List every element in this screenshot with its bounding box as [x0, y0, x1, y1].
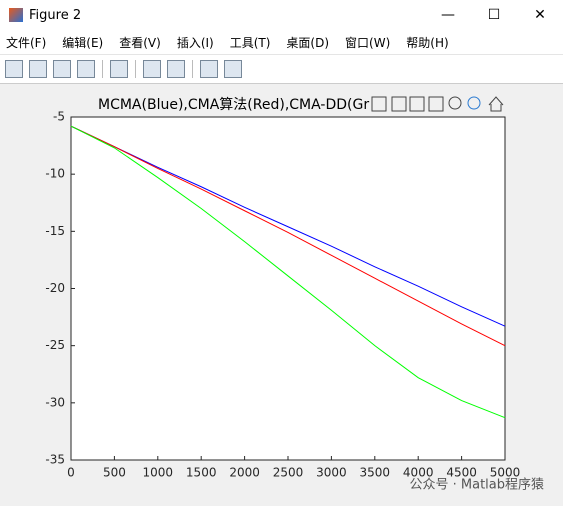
series-line	[70, 125, 506, 347]
datatip-icon[interactable]	[409, 96, 425, 112]
x-tick-label: 0	[67, 466, 75, 480]
save-button[interactable]	[53, 60, 71, 78]
series-line	[70, 125, 506, 327]
menu-item[interactable]: 文件(F)	[6, 35, 47, 50]
pan-icon[interactable]	[428, 96, 444, 112]
axes-toolbar	[371, 96, 504, 112]
link-button[interactable]	[110, 60, 128, 78]
x-tick-label: 3500	[360, 466, 391, 480]
axes-box	[70, 116, 506, 461]
window-controls: — ☐ ✕	[425, 0, 563, 30]
colorbar-button[interactable]	[143, 60, 161, 78]
window-title: Figure 2	[29, 7, 82, 23]
menu-item[interactable]: 窗口(W)	[345, 35, 391, 50]
minimize-button[interactable]: —	[441, 7, 455, 23]
zoom-in-icon[interactable]	[448, 96, 462, 110]
chart-title: MCMA(Blue),CMA算法(Red),CMA-DD(Gr	[98, 97, 369, 113]
menu-item[interactable]: 工具(T)	[229, 35, 271, 50]
export-icon[interactable]	[371, 96, 387, 112]
print-button[interactable]	[77, 60, 95, 78]
y-tick-label: -30	[45, 395, 65, 409]
app-icon	[9, 8, 23, 22]
figure-area: -35 -30 -25 -20 -15 -10 -5 0 500 1000 1500 2000 2500…	[0, 84, 563, 506]
menu-item[interactable]: 桌面(D)	[286, 35, 330, 50]
menu-bar: 文件(F) 编辑(E) 查看(V) 插入(I) 工具(T) 桌面(D) 窗口(W) 帮助(H)	[0, 30, 563, 55]
y-tick-label: -25	[45, 338, 65, 352]
open-button[interactable]	[29, 60, 47, 78]
watermark: 公众号 · Matlab程序猿	[409, 478, 544, 493]
x-tick-label: 3000	[316, 466, 347, 480]
zoom-out-icon[interactable]	[467, 96, 481, 110]
y-tick-label: -5	[53, 110, 65, 124]
menu-item[interactable]: 帮助(H)	[406, 35, 449, 50]
menu-item[interactable]: 插入(I)	[176, 35, 214, 50]
x-tick-label: 2500	[273, 466, 304, 480]
legend-button[interactable]	[167, 60, 185, 78]
close-button[interactable]: ✕	[534, 7, 546, 23]
menu-item[interactable]: 编辑(E)	[62, 35, 104, 50]
home-icon[interactable]	[488, 96, 504, 112]
series-line	[70, 125, 506, 419]
x-tick-label: 4000	[403, 466, 434, 480]
x-tick-label: 2000	[229, 466, 260, 480]
y-tick-label: -15	[45, 224, 65, 238]
brush-icon[interactable]	[391, 96, 407, 112]
y-tick-label: -35	[45, 453, 65, 467]
title-bar: Figure 2 — ☐ ✕	[0, 0, 563, 30]
x-tick-label: 5000	[490, 466, 521, 480]
x-tick-label: 1500	[186, 466, 217, 480]
x-tick-label: 4500	[446, 466, 477, 480]
menu-item[interactable]: 查看(V)	[119, 35, 161, 50]
maximize-button[interactable]: ☐	[487, 7, 501, 23]
x-tick-label: 500	[103, 466, 126, 480]
pointer-button[interactable]	[200, 60, 218, 78]
new-button[interactable]	[5, 60, 23, 78]
y-tick-label: -20	[45, 281, 65, 295]
toolbar	[0, 55, 563, 84]
y-tick-label: -10	[45, 167, 65, 181]
x-tick-label: 1000	[143, 466, 174, 480]
property-button[interactable]	[224, 60, 242, 78]
